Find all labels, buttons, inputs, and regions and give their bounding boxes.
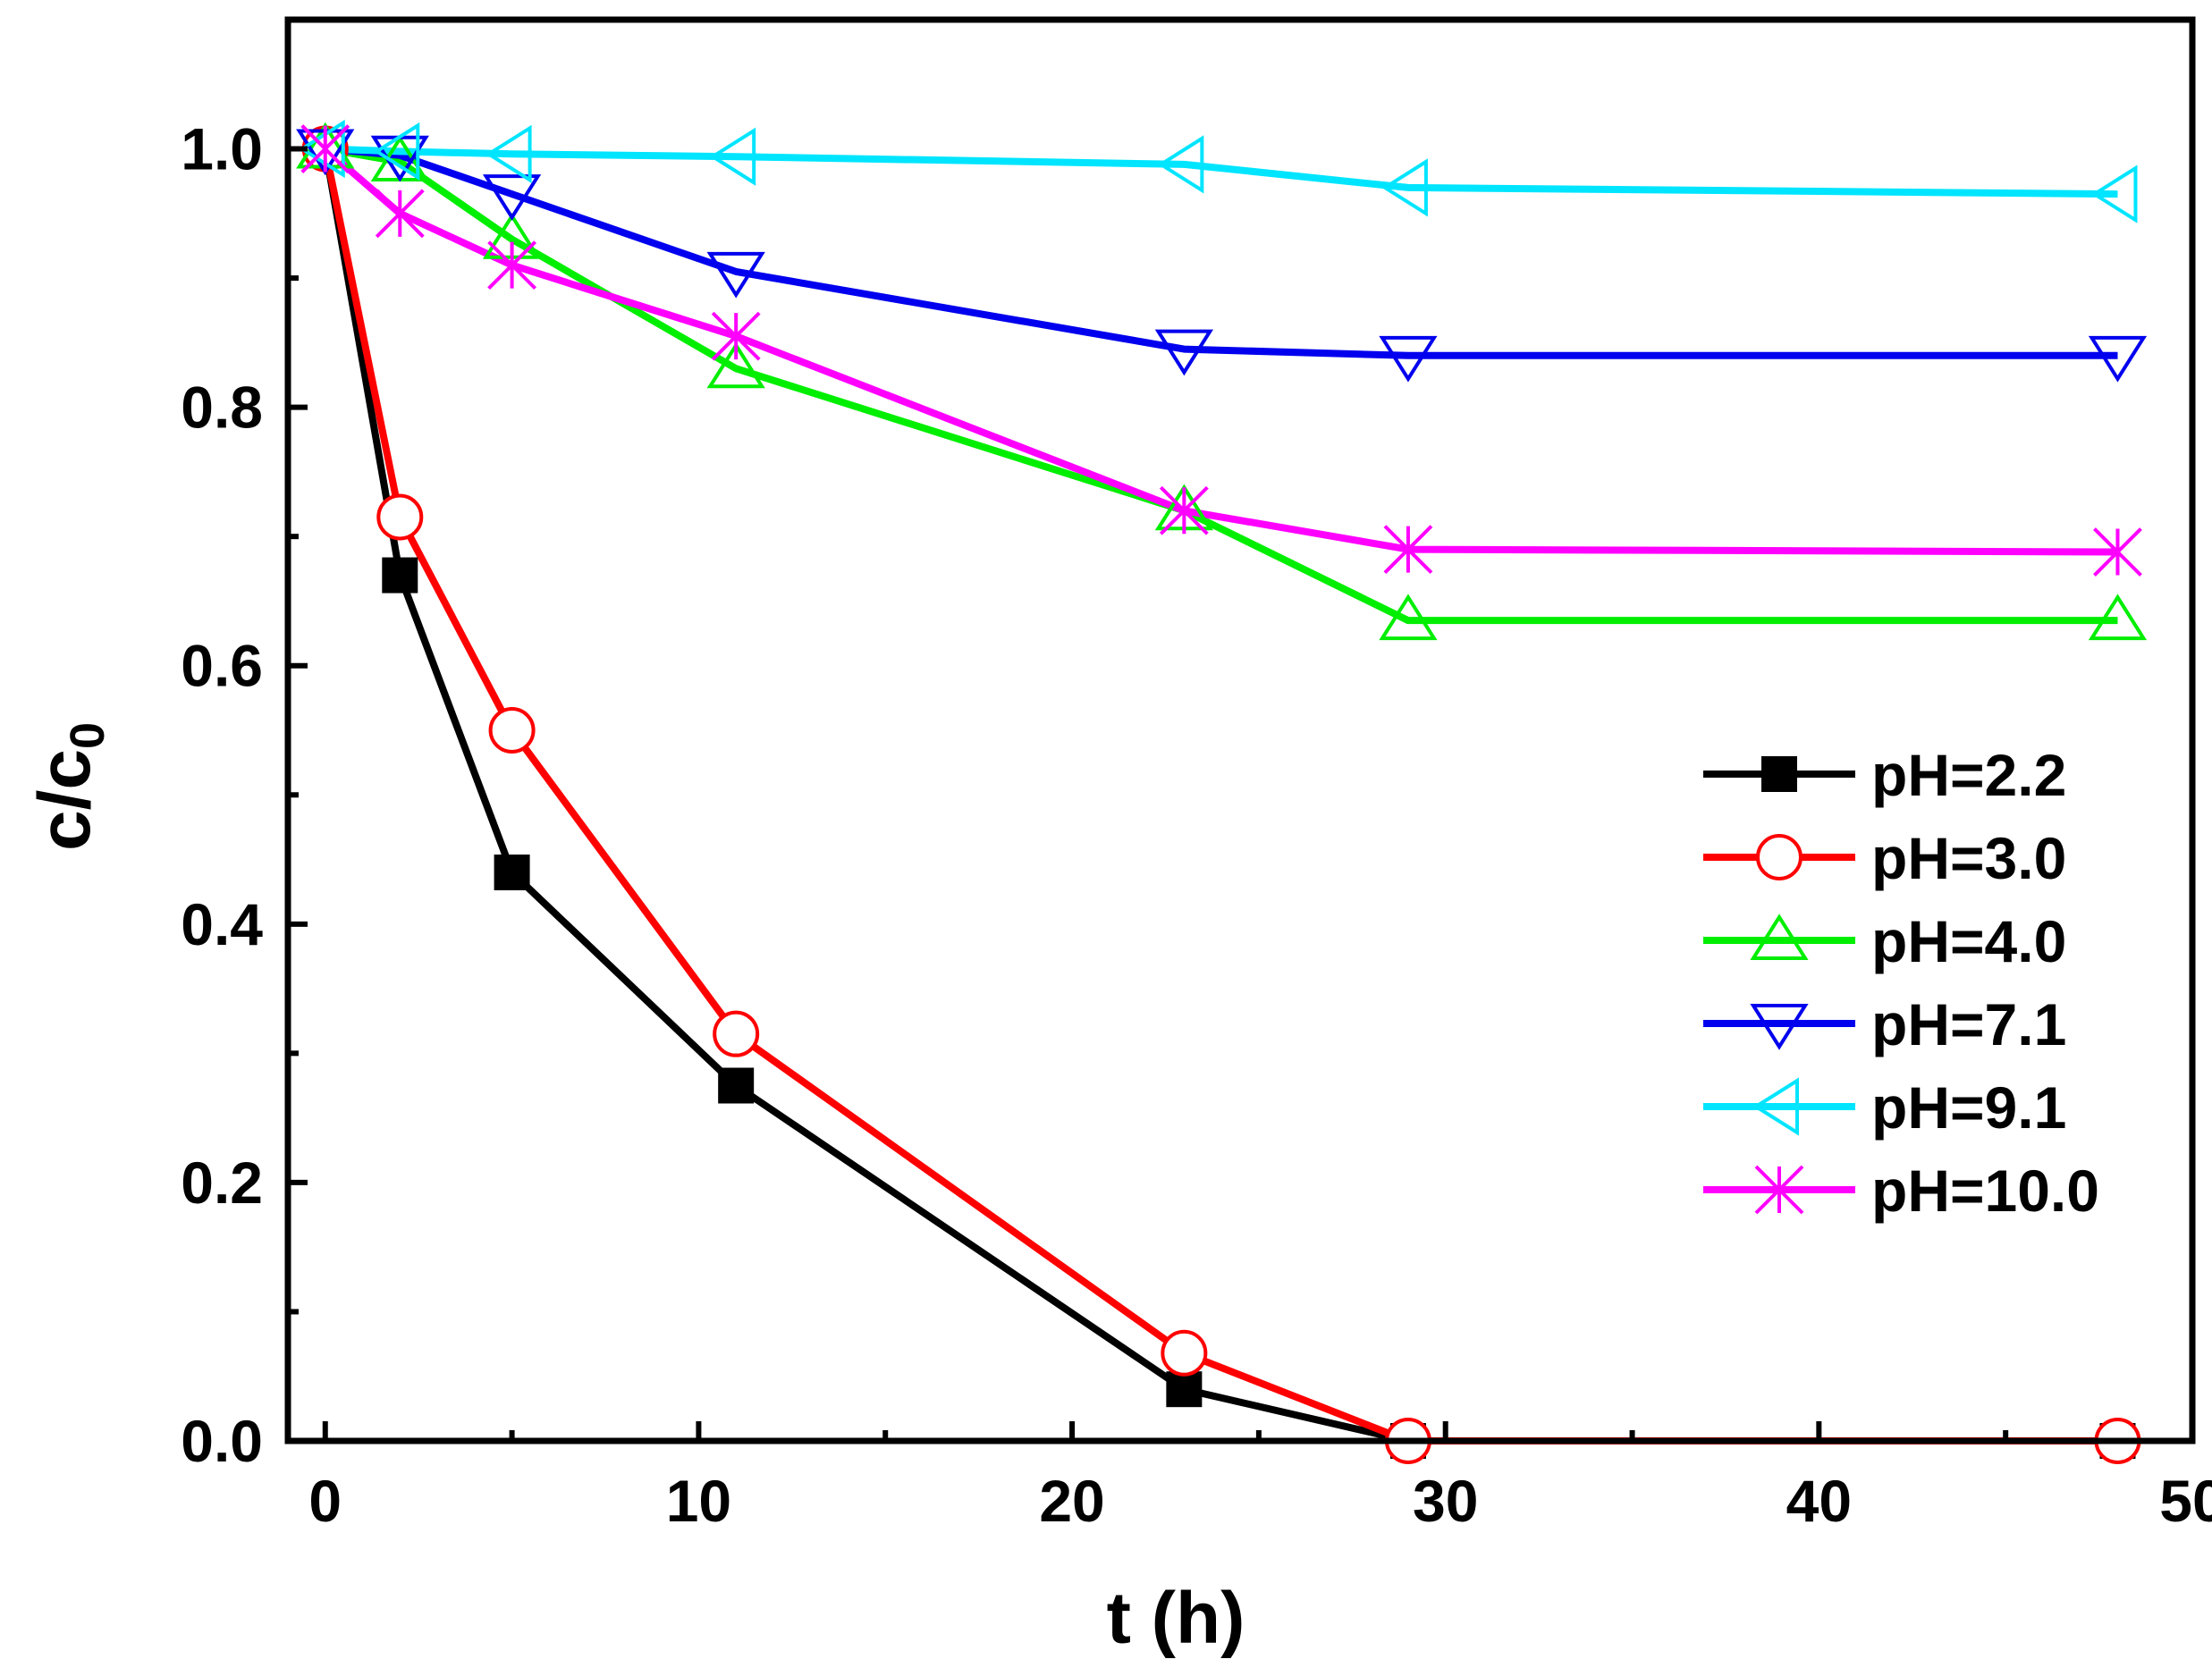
data-point-s5-3 [711, 311, 761, 361]
data-point-s2-5 [1379, 594, 1438, 641]
data-point-s0-3 [718, 1067, 755, 1104]
series-line-0 [321, 147, 2118, 1444]
y-axis-label-main: c/c [24, 749, 106, 851]
x-axis-label: t (h) [1107, 1578, 1245, 1659]
y-tick-label: 1.0 [181, 116, 263, 182]
x-tick-label: 50 [2159, 1468, 2212, 1534]
y-tick-label: 0.0 [181, 1408, 263, 1474]
data-point-s5-1 [375, 189, 425, 239]
data-point-s4-1 [373, 122, 420, 181]
legend-marker-0 [1761, 756, 1797, 792]
x-tick-label: 0 [308, 1468, 342, 1534]
y-tick-label: 0.8 [181, 375, 263, 441]
data-point-s0-1 [382, 557, 418, 594]
x-tick-label: 40 [1786, 1468, 1852, 1534]
data-point-s0-4 [1166, 1371, 1203, 1408]
legend-label-3: pH=7.1 [1871, 991, 2066, 1057]
y-tick-label: 0.4 [181, 891, 263, 957]
data-point-s0-2 [494, 855, 530, 890]
legend-label-1: pH=3.0 [1871, 825, 2066, 891]
data-point-s3-4 [1154, 329, 1213, 376]
series-line-4 [325, 145, 2118, 198]
tick-labels: 0 10 20 30 40 50 0.0 0.2 0.4 0.6 0.8 1.0 [181, 116, 2212, 1534]
data-point-s5-4 [1159, 485, 1209, 535]
legend-marker-3 [1750, 1004, 1809, 1050]
x-tick-label: 30 [1413, 1468, 1478, 1534]
data-point-s1-1 [376, 493, 424, 541]
data-point-s4-3 [709, 127, 756, 186]
plot-lines [321, 145, 2118, 1444]
y-tick-label: 0.2 [181, 1150, 263, 1216]
data-point-s1-2 [488, 707, 536, 754]
legend: pH=2.2 pH=3.0 pH=4.0 pH=7.1 pH=9.1 pH=10.0 [1703, 742, 2099, 1224]
data-point-s5-2 [487, 240, 537, 291]
data-point-s5-6 [2093, 527, 2142, 577]
plot-frame [284, 16, 2196, 1444]
data-point-s3-2 [482, 174, 542, 221]
x-tick-label: 10 [666, 1468, 731, 1534]
legend-label-4: pH=9.1 [1871, 1074, 2066, 1141]
legend-marker-4 [1752, 1077, 1799, 1136]
y-axis-label-subscript: 0 [61, 722, 114, 749]
data-point-s2-6 [2088, 594, 2148, 641]
axis-ticks [288, 146, 2195, 1444]
data-point-s3-3 [706, 251, 765, 299]
series-line-2 [325, 145, 2118, 625]
legend-marker-1 [1756, 834, 1803, 880]
data-point-s1-4 [1161, 1329, 1208, 1377]
data-point-s5-0 [300, 124, 350, 173]
data-point-s5-5 [1383, 525, 1433, 575]
legend-marker-2 [1750, 914, 1809, 960]
data-point-s4-6 [2090, 164, 2138, 223]
legend-marker-5 [1754, 1165, 1804, 1215]
y-axis-label: c/c0 [24, 722, 114, 851]
data-point-s2-3 [706, 341, 765, 389]
data-point-s4-0 [299, 119, 345, 179]
data-point-s3-6 [2088, 335, 2148, 383]
series-line-1 [321, 147, 2118, 1444]
x-tick-label: 20 [1039, 1468, 1104, 1534]
data-point-s1-3 [713, 1010, 760, 1057]
legend-label-0: pH=2.2 [1871, 742, 2066, 808]
legend-label-2: pH=4.0 [1871, 908, 2066, 974]
series-line-3 [325, 145, 2118, 359]
data-point-s4-2 [485, 124, 532, 183]
data-point-s3-5 [1379, 335, 1438, 383]
legend-label-5: pH=10.0 [1871, 1158, 2099, 1224]
data-point-s4-5 [1381, 158, 1428, 217]
plot-markers [296, 119, 2148, 1464]
data-point-s4-4 [1157, 135, 1204, 194]
y-tick-label: 0.6 [181, 633, 263, 699]
